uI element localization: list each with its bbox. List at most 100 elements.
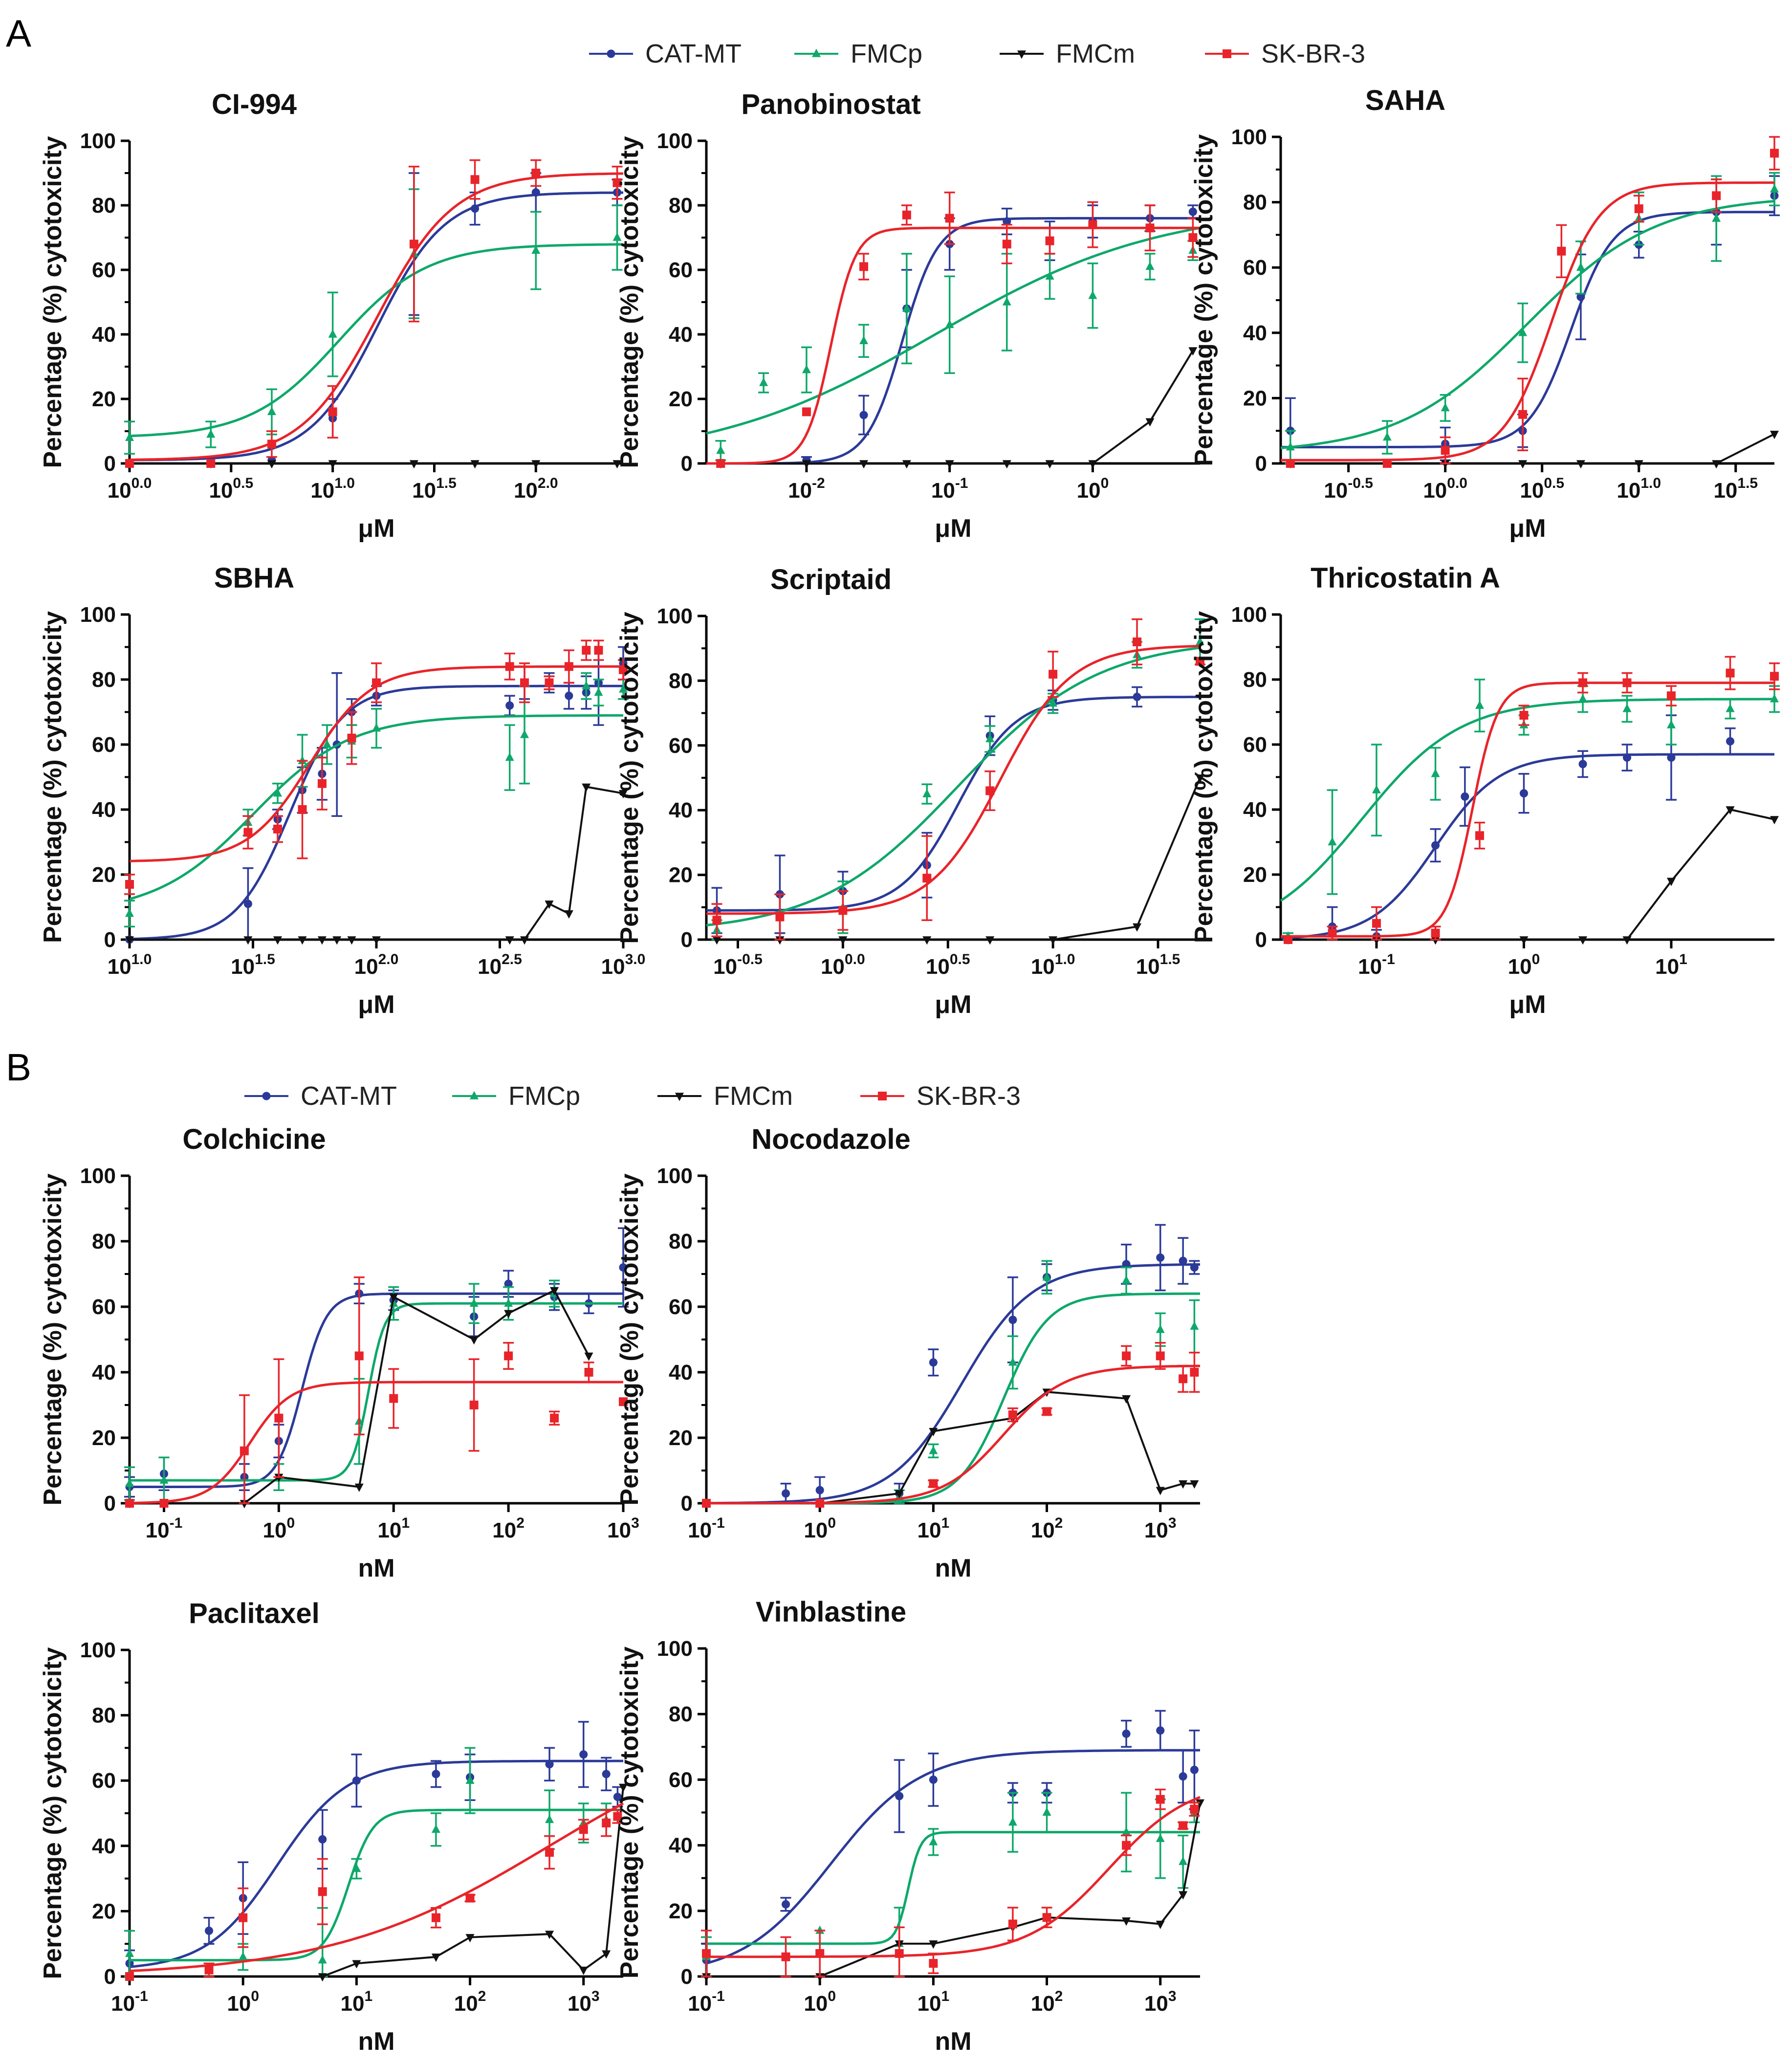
series-fmcm bbox=[125, 460, 622, 469]
data-point-sk-br-3 bbox=[594, 646, 603, 655]
x-tick-label: 100.0 bbox=[108, 475, 152, 503]
data-point-sk-br-3 bbox=[545, 678, 554, 687]
data-point-sk-br-3 bbox=[1712, 191, 1721, 200]
series-fmcm bbox=[125, 783, 628, 945]
x-tick-base: 10 bbox=[1144, 1992, 1168, 2016]
data-point-fmcp bbox=[922, 789, 932, 797]
data-point-cat-mt bbox=[531, 188, 540, 197]
y-tick-label: 40 bbox=[92, 1361, 116, 1384]
legend-label-fmcm-b: FMCm bbox=[714, 1081, 793, 1111]
x-tick-base: 10 bbox=[1358, 955, 1382, 979]
data-point-cat-mt bbox=[204, 1926, 214, 1935]
x-tick-base: 10 bbox=[231, 955, 255, 979]
data-point-fmcp bbox=[759, 377, 768, 386]
data-point-sk-br-3 bbox=[243, 828, 253, 837]
x-tick-exponent: 0.0 bbox=[131, 475, 152, 491]
data-point-cat-mt bbox=[613, 1793, 622, 1801]
x-tick-base: 10 bbox=[1713, 479, 1737, 503]
series-fmcp bbox=[701, 1792, 1200, 1977]
data-point-cat-mt bbox=[471, 204, 480, 213]
data-point-fmcm bbox=[1578, 936, 1588, 945]
data-point-sk-br-3 bbox=[1666, 691, 1676, 701]
y-tick-label: 0 bbox=[1255, 452, 1267, 476]
x-tick-base: 10 bbox=[1520, 479, 1544, 503]
data-point-fmcp bbox=[929, 1446, 938, 1454]
data-point-sk-br-3 bbox=[240, 1446, 249, 1455]
legend-label-cat-mt-b: CAT-MT bbox=[301, 1081, 397, 1111]
fit-curve-sk-br-3 bbox=[129, 172, 623, 461]
x-axis-label-sbha: μM bbox=[358, 990, 394, 1019]
data-point-sk-br-3 bbox=[1441, 446, 1450, 455]
y-tick-label: 60 bbox=[669, 734, 693, 758]
data-point-fmcm bbox=[332, 936, 342, 945]
y-tick-label: 60 bbox=[92, 1769, 116, 1793]
x-tick-base: 10 bbox=[788, 479, 812, 503]
data-point-fmcm bbox=[619, 790, 628, 799]
data-point-fmcp bbox=[1770, 694, 1779, 703]
x-axis-label-panobinostat: μM bbox=[935, 514, 971, 543]
x-tick-label: 101 bbox=[918, 1988, 950, 2016]
data-point-fmcm bbox=[1156, 1920, 1165, 1929]
x-tick-exponent: 0.5 bbox=[950, 951, 970, 967]
legend-item-fmcm-b: FMCm bbox=[657, 1081, 793, 1111]
y-tick-label: 40 bbox=[669, 798, 693, 822]
data-point-fmcp bbox=[505, 752, 514, 761]
data-point-sk-br-3 bbox=[1328, 928, 1337, 938]
trend-line-fmcm bbox=[721, 350, 1194, 464]
chart-title-ci-994: CI-994 bbox=[212, 88, 297, 120]
data-point-fmcp bbox=[582, 681, 591, 690]
data-point-fmcm bbox=[775, 936, 785, 945]
legend-marker-fmcm bbox=[1017, 50, 1026, 59]
data-point-fmcp bbox=[545, 1815, 554, 1823]
y-tick-label: 100 bbox=[1231, 603, 1267, 627]
x-tick-exponent: -0.5 bbox=[737, 951, 763, 967]
legend-marker-fmcm-b bbox=[675, 1093, 684, 1101]
data-point-sk-br-3 bbox=[1042, 1913, 1051, 1922]
chart-title-panobinostat: Panobinostat bbox=[741, 88, 920, 120]
data-point-fmcp bbox=[273, 788, 282, 797]
data-point-fmcp bbox=[1156, 1833, 1165, 1842]
fit-curve-cat-mt bbox=[706, 1749, 1200, 1965]
data-point-fmcp bbox=[1045, 271, 1054, 280]
x-tick-exponent: -2 bbox=[812, 475, 825, 491]
data-point-sk-br-3 bbox=[985, 786, 995, 795]
x-tick-base: 10 bbox=[1655, 955, 1679, 979]
x-tick-label: 100 bbox=[227, 1988, 259, 2016]
data-point-fmcm bbox=[1122, 1395, 1131, 1404]
data-point-fmcm bbox=[1190, 1480, 1199, 1489]
y-tick-label: 100 bbox=[657, 129, 693, 153]
series-sk-br-3 bbox=[1281, 656, 1780, 944]
x-tick-label: 102 bbox=[454, 1988, 486, 2016]
data-point-cat-mt bbox=[781, 1900, 790, 1909]
y-tick-label: 20 bbox=[92, 1899, 116, 1923]
fit-curve-fmcp bbox=[706, 646, 1201, 927]
trend-line-fmcm bbox=[130, 786, 624, 941]
x-tick-label: 102.0 bbox=[354, 951, 399, 979]
data-point-cat-mt bbox=[1122, 1729, 1131, 1738]
x-tick-exponent: 0.5 bbox=[1544, 475, 1564, 491]
x-tick-base: 10 bbox=[1144, 1518, 1168, 1542]
x-tick-exponent: -1 bbox=[955, 475, 968, 491]
data-point-fmcp bbox=[716, 445, 725, 454]
x-tick-label: 101.0 bbox=[1617, 475, 1661, 503]
x-tick-base: 10 bbox=[227, 1992, 251, 2016]
data-point-fmcm bbox=[985, 936, 995, 945]
data-point-sk-br-3 bbox=[206, 459, 216, 468]
data-point-cat-mt bbox=[1190, 1263, 1199, 1272]
y-tick-label: 40 bbox=[669, 1361, 693, 1384]
y-tick-label: 80 bbox=[669, 1702, 693, 1726]
data-point-sk-br-3 bbox=[1122, 1351, 1131, 1361]
y-tick-label: 100 bbox=[657, 604, 693, 628]
data-point-sk-br-3 bbox=[204, 1965, 214, 1975]
chart-title-paclitaxel: Paclitaxel bbox=[189, 1598, 320, 1629]
series-fmcm bbox=[716, 347, 1198, 469]
x-tick-exponent: 3 bbox=[1168, 1988, 1177, 2004]
data-point-cat-mt bbox=[565, 691, 573, 700]
y-axis-label-saha: Percentage (%) cytotoxicity bbox=[1190, 134, 1218, 466]
x-tick-exponent: 2.0 bbox=[538, 475, 558, 491]
y-axis-label-colchicine: Percentage (%) cytotoxicity bbox=[39, 1173, 67, 1505]
x-axis-label-thricostatin-a: μM bbox=[1509, 990, 1546, 1019]
data-point-fmcp bbox=[1156, 1324, 1165, 1333]
